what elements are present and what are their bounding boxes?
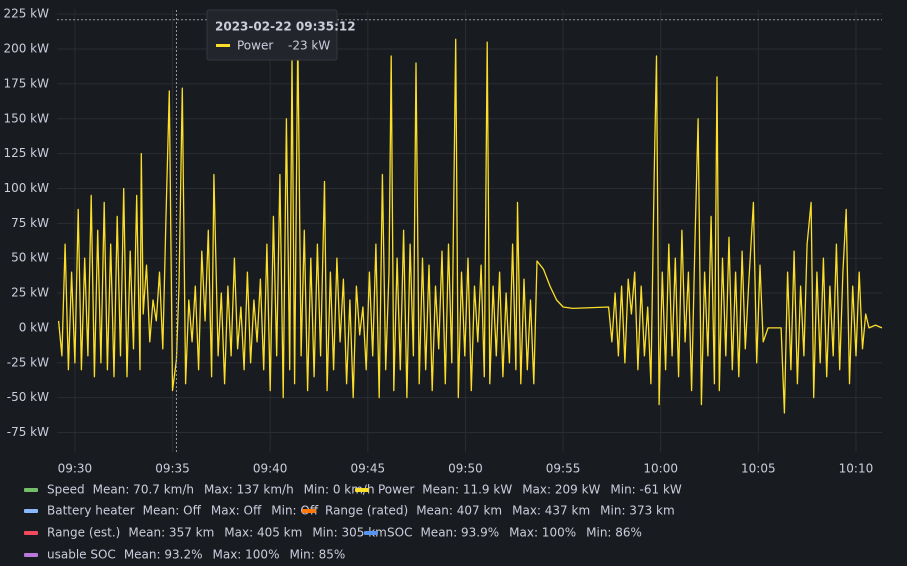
y-tick-label: 25 kW (11, 286, 49, 300)
tooltip-series: Power (237, 39, 273, 53)
legend-item: Range (rated) Mean: 407 km Max: 437 km Min:… (302, 504, 675, 518)
legend-stat: Min: 373 km (600, 504, 675, 518)
x-tick-label: 10:10 (839, 462, 874, 476)
x-tick-label: 10:05 (741, 462, 776, 476)
legend-name: Speed (47, 483, 85, 497)
legend-stat: Min: 0 km/h (304, 483, 375, 497)
y-tick-label: 175 kW (3, 76, 49, 90)
legend-stat: Max: 437 km (512, 504, 590, 518)
legend-name: Range (rated) (325, 504, 408, 518)
y-tick-label: -25 kW (7, 355, 49, 369)
legend-item: usable SOC Mean: 93.2% Max: 100% Min: 85% (24, 548, 345, 562)
legend-item: Range (est.) Mean: 357 km Max: 405 km Min: … (24, 526, 387, 540)
legend-swatch (24, 509, 38, 513)
legend-stat: Min: Off (271, 504, 319, 518)
legend-name: usable SOC (47, 548, 116, 562)
x-tick-label: 09:55 (546, 462, 581, 476)
legend-stat: Max: 100% (213, 548, 280, 562)
legend-stat: Mean: 70.7 km/h (93, 483, 194, 497)
tooltip: 2023-02-22 09:35:12 Power -23 kW (206, 9, 356, 61)
legend-stat: Min: 305 km (312, 526, 387, 540)
legend-stat: Max: 137 km/h (204, 483, 294, 497)
legend-name: Range (est.) (47, 526, 120, 540)
y-tick-label: 150 kW (3, 111, 49, 125)
legend-item: Speed Mean: 70.7 km/h Max: 137 km/h Min: 0 … (24, 483, 375, 497)
y-tick-label: 125 kW (3, 146, 49, 160)
legend-stat: Max: Off (211, 504, 262, 518)
legend-swatch (24, 553, 38, 557)
legend-stat: Mean: 11.9 kW (422, 483, 512, 497)
legend-item: Power Mean: 11.9 kW Max: 209 kW Min: -61 kW (355, 483, 682, 497)
tooltip-swatch (216, 44, 230, 47)
legend-swatch (302, 509, 316, 513)
legend-stat: Mean: 407 km (416, 504, 502, 518)
legend-stat: Min: 85% (289, 548, 345, 562)
x-tick-label: 09:40 (253, 462, 288, 476)
legend-swatch (24, 531, 38, 535)
y-tick-label: 200 kW (3, 42, 49, 56)
legend-stat: Mean: 93.9% (420, 526, 499, 540)
tooltip-time: 2023-02-22 09:35:12 (215, 20, 356, 34)
legend-stat: Mean: 93.2% (124, 548, 203, 562)
legend-swatch (364, 531, 378, 535)
legend-name: SOC (387, 526, 412, 540)
y-tick-label: -50 kW (7, 390, 49, 404)
legend-swatch (24, 488, 38, 492)
legend-name: Power (378, 483, 414, 497)
legend-stat: Mean: 357 km (128, 526, 214, 540)
power-line (57, 34, 883, 414)
legend-stat: Min: 86% (586, 526, 642, 540)
y-tick-label: 75 kW (11, 216, 49, 230)
legend-stat: Max: 100% (509, 526, 576, 540)
legend-name: Battery heater (47, 504, 135, 518)
legend-item: SOC Mean: 93.9% Max: 100% Min: 86% (364, 526, 642, 540)
legend-stat: Max: 209 kW (522, 483, 600, 497)
tooltip-value: -23 kW (288, 39, 330, 53)
x-tick-label: 09:35 (155, 462, 190, 476)
legend-stat: Max: 405 km (224, 526, 302, 540)
y-tick-label: 0 kW (19, 320, 49, 334)
x-tick-label: 09:30 (58, 462, 93, 476)
y-tick-label: 225 kW (3, 7, 49, 21)
legend-item: Battery heater Mean: Off Max: Off Min: Off (24, 504, 319, 518)
tooltip-box (206, 9, 338, 61)
y-tick-label: 100 kW (3, 181, 49, 195)
legend-stat: Mean: Off (143, 504, 202, 518)
x-tick-label: 09:50 (448, 462, 483, 476)
y-tick-label: 50 kW (11, 251, 49, 265)
x-tick-label: 09:45 (351, 462, 386, 476)
legend-stat: Min: -61 kW (610, 483, 682, 497)
x-tick-label: 10:00 (643, 462, 678, 476)
legend-swatch (355, 488, 369, 492)
y-tick-label: -75 kW (7, 425, 49, 439)
